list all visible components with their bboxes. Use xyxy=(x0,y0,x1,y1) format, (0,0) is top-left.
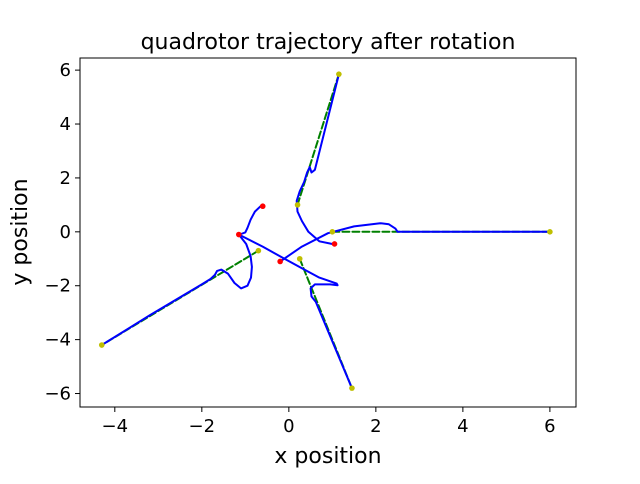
start-point xyxy=(236,231,242,238)
trajectory-line-5 xyxy=(295,73,340,245)
trajectory-line-8 xyxy=(237,205,262,236)
goal-point xyxy=(294,202,301,208)
start-point xyxy=(331,241,338,247)
x-axis-label: x position xyxy=(274,444,381,469)
trajectory-line-3 xyxy=(279,222,551,263)
y-tick-label: 0 xyxy=(60,222,71,243)
goal-point xyxy=(547,229,553,235)
plot-area xyxy=(98,71,553,391)
goal-point xyxy=(336,71,342,77)
x-tick-label: 6 xyxy=(544,416,555,437)
chart-title: quadrotor trajectory after rotation xyxy=(141,30,516,55)
y-axis-label: y position xyxy=(8,178,33,285)
x-tick-label: −4 xyxy=(102,416,129,437)
y-tick-label: 6 xyxy=(60,60,71,81)
goal-point xyxy=(329,229,336,235)
goal-point xyxy=(255,247,262,254)
y-tick-label: −2 xyxy=(44,276,71,297)
start-point xyxy=(277,258,283,265)
y-tick-label: 4 xyxy=(60,114,71,135)
x-axis: −4 −2 0 2 4 6 xyxy=(102,407,556,437)
trajectory-line-1 xyxy=(100,233,253,346)
x-tick-label: 2 xyxy=(370,416,381,437)
y-axis: −6 −4 −2 0 2 4 6 xyxy=(44,60,80,405)
x-tick-label: 0 xyxy=(283,416,294,437)
x-tick-label: 4 xyxy=(457,416,468,437)
y-tick-label: 2 xyxy=(60,168,71,189)
start-point xyxy=(259,203,266,210)
y-tick-label: −4 xyxy=(44,330,71,351)
trajectory-line-7 xyxy=(237,233,353,390)
plot-frame xyxy=(79,57,577,408)
goal-point xyxy=(98,342,105,348)
goal-point xyxy=(349,385,355,391)
goal-point xyxy=(296,255,303,262)
y-tick-label: −6 xyxy=(44,384,71,405)
x-tick-label: −2 xyxy=(189,416,216,437)
reference-line-4 xyxy=(296,73,340,206)
